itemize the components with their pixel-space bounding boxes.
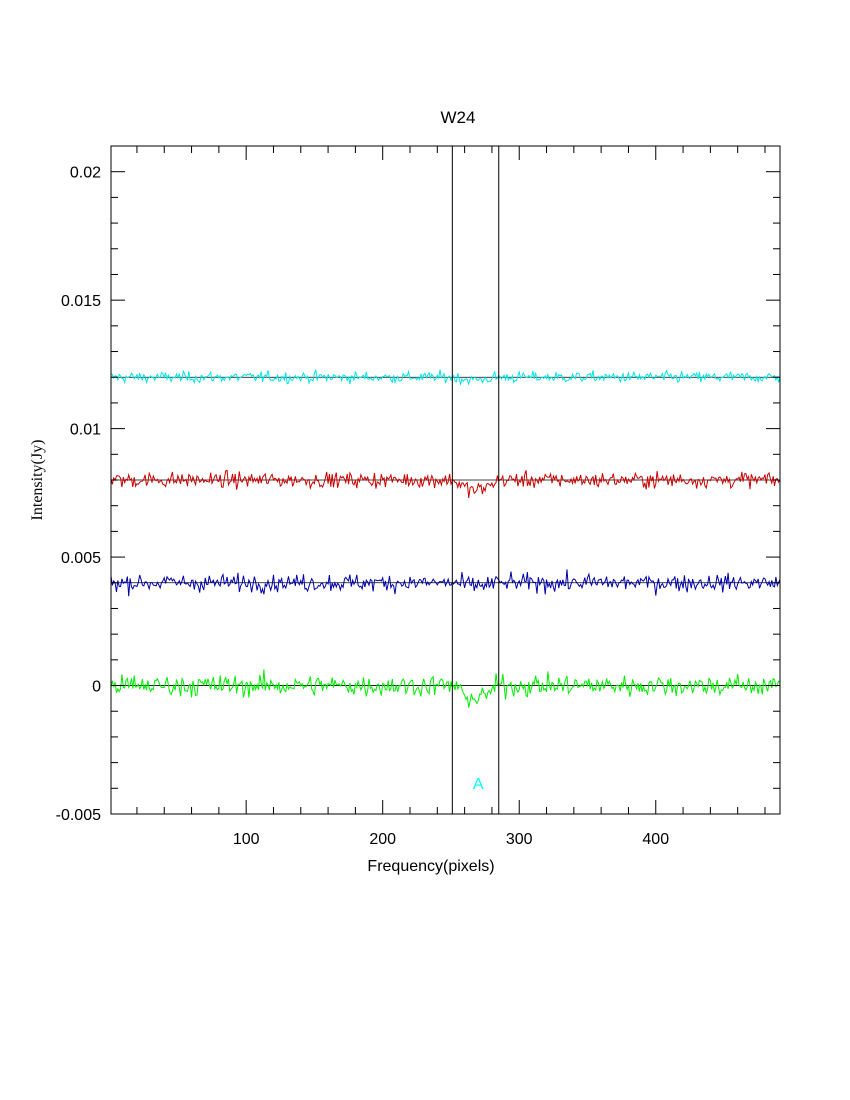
series-line <box>110 369 781 387</box>
x-tick-label: 100 <box>233 831 260 848</box>
x-tick-label: 300 <box>506 831 533 848</box>
y-tick-label: 0.015 <box>61 293 101 310</box>
x-axis: 100 200 300 400 <box>136 146 766 848</box>
y-tick-label: 0.005 <box>61 550 101 567</box>
y-tick-label: 0.02 <box>70 165 101 182</box>
y-tick-label: 0.01 <box>70 422 101 439</box>
series-line <box>110 669 781 708</box>
region-label: A <box>473 776 484 793</box>
x-axis-label: Frequency(pixels) <box>367 858 494 875</box>
series-line <box>110 569 781 597</box>
x-tick-label: 400 <box>642 831 669 848</box>
plot-area: A <box>110 146 781 814</box>
series-line <box>110 469 781 498</box>
y-tick-label: -0.005 <box>56 807 101 824</box>
y-tick-label: 0 <box>92 679 101 696</box>
y-axis-label: Intensity(Jy) <box>29 440 46 521</box>
y-axis: -0.005 0 0.005 0.01 0.015 0.02 <box>56 145 780 824</box>
x-tick-label: 200 <box>369 831 396 848</box>
chart-title: W24 <box>441 108 476 127</box>
